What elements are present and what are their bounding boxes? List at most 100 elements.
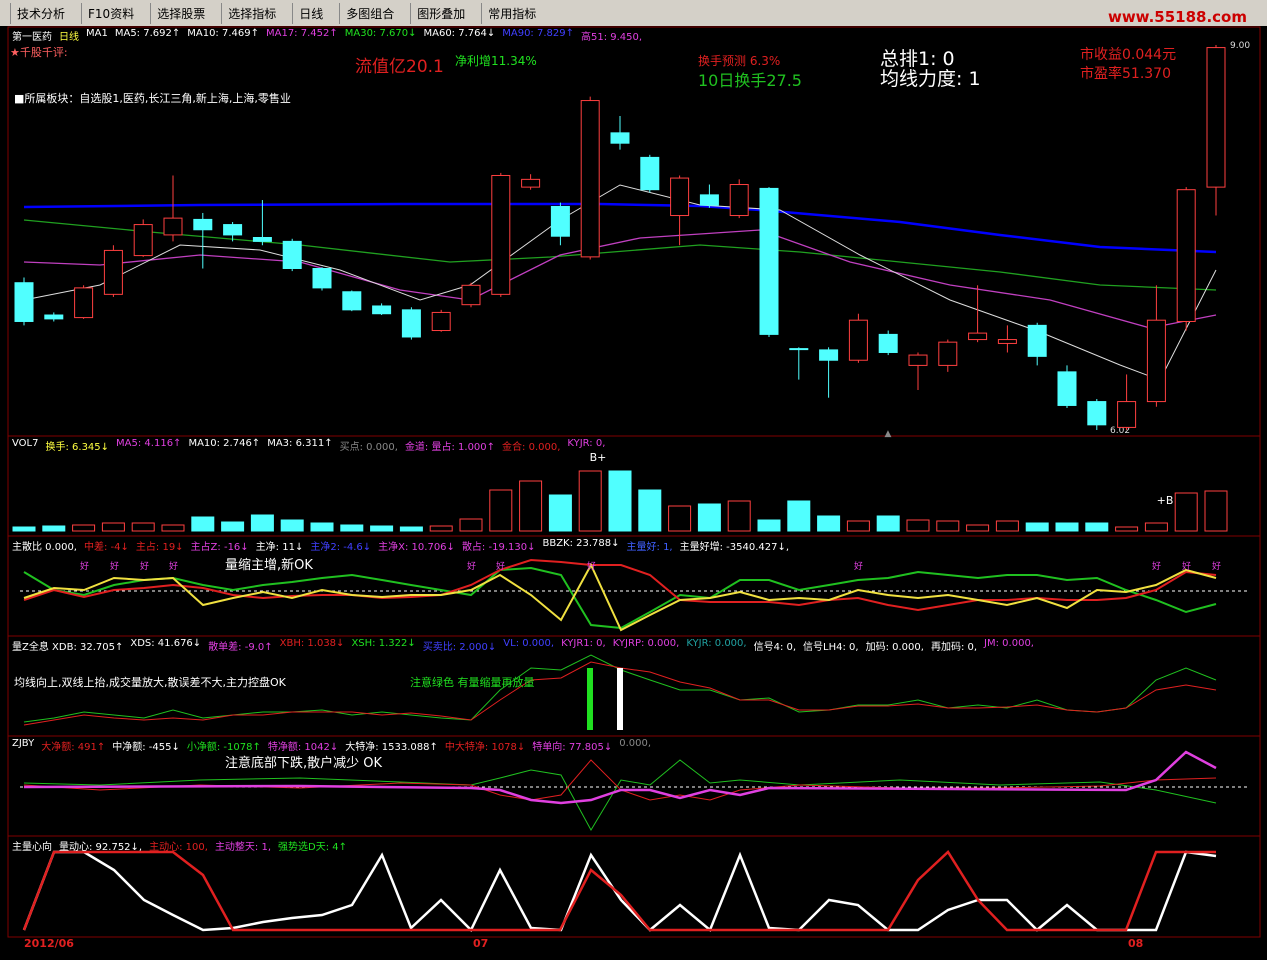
candle-body	[968, 332, 988, 341]
indicator-value: 日线	[59, 32, 79, 43]
candle-body	[1057, 371, 1077, 406]
candle-body	[312, 268, 332, 289]
toolbar: 技术分析 F10资料 选择股票 选择指标 日线 多图组合 图形叠加 常用指标	[0, 0, 1267, 26]
volume-bar	[1085, 522, 1109, 532]
indicator-value: 大特净: 1533.088↑	[345, 742, 438, 753]
indicator-value: KYJRP: 0.000,	[612, 638, 680, 649]
candle-body	[789, 348, 809, 351]
volume-bar	[72, 524, 96, 532]
indicator-value: 主动整天: 1,	[214, 842, 272, 853]
panel5-lines	[23, 750, 1217, 832]
toolbar-button[interactable]: F10资料	[81, 2, 140, 24]
indicator-value: 0.000,	[619, 738, 652, 749]
signal-tag: 好	[467, 560, 476, 572]
indicator-value: ZJBY	[12, 738, 35, 749]
indicator-value: 买点: 0.000,	[339, 442, 398, 453]
candle-body	[610, 132, 630, 144]
indicator-value: 大净额: 491↑	[41, 742, 106, 753]
indicator-value: 主量好增: -3540.427↓,	[679, 542, 790, 553]
candle-body	[670, 177, 690, 217]
candle-body	[491, 174, 511, 295]
candle-body	[103, 249, 123, 295]
signal-tag: 好	[110, 560, 119, 572]
volume-bar	[757, 519, 781, 532]
candle-body	[699, 194, 719, 206]
panel5-note: 注意底部下跌,散户减少 OK	[225, 756, 383, 771]
panel4-note: 均线向上,双线上抬,成交量放大,散误差不大,主力控盘OK	[14, 676, 286, 689]
indicator-value: 量动心: 92.752↓,	[59, 842, 143, 853]
candle-body	[431, 311, 451, 332]
indicator-value: KYJR: 0,	[567, 438, 606, 449]
candle-body	[997, 339, 1017, 344]
indicator-value: MA90: 7.829↑	[502, 28, 574, 39]
signal-tag: 好	[169, 560, 178, 572]
volume-bar	[101, 522, 125, 532]
panel3-note: 量缩主增,新OK	[225, 558, 313, 573]
candle-body	[521, 178, 541, 188]
signal-tag: 好	[140, 560, 149, 572]
candle-body	[1146, 319, 1166, 403]
volume-bar	[519, 480, 543, 532]
indicator-value: 特净额: 1042↓	[267, 742, 339, 753]
indicator-value: MA5: 4.116↑	[116, 438, 182, 449]
volume-bar	[161, 524, 185, 532]
volume-bar	[459, 518, 483, 532]
volume-bar	[846, 520, 870, 532]
volume-bar	[697, 503, 721, 532]
main-header: 第一医药 日线 MA1 MA5: 7.692↑ MA10: 7.469↑ MA17: 7.…	[12, 28, 642, 43]
indicator-value: KYJR1: 0,	[561, 638, 606, 649]
candle-body	[223, 224, 243, 236]
candle-body	[1087, 401, 1107, 426]
indicator-value: 中大特净: 1078↓	[444, 742, 526, 753]
indicator-value: VL: 0.000,	[503, 638, 555, 649]
indicator-value: 买卖比: 2.000↓	[422, 642, 497, 653]
sector: ■所属板块：自选股1,医药,长江三角,新上海,上海,零售业	[14, 92, 291, 105]
volume-bar	[638, 489, 662, 532]
signal-label: B+	[590, 451, 607, 464]
volume-bar	[191, 516, 215, 532]
toolbar-button[interactable]: 技术分析	[10, 2, 71, 24]
indicator-value: JM: 0.000,	[984, 638, 1034, 649]
candle-body	[580, 100, 600, 258]
candle-body	[729, 184, 749, 217]
turnover-10d: 10日换手27.5	[698, 71, 802, 90]
candle-body	[44, 314, 64, 320]
volume-bar	[1204, 490, 1228, 532]
volume-bar	[817, 515, 841, 532]
signal-tag: 好	[1182, 560, 1191, 572]
volume-bar	[250, 514, 274, 532]
float-value: 流值亿20.1	[355, 57, 444, 77]
candle-body	[819, 349, 839, 361]
toolbar-button[interactable]: 多图组合	[339, 2, 400, 24]
volume-bar	[1144, 522, 1168, 532]
volume-bar	[310, 522, 334, 532]
indicator-value: 金道: 量占: 1.000↑	[404, 442, 496, 453]
toolbar-button[interactable]: 选择指标	[221, 2, 282, 24]
signal-tag: 好	[587, 560, 596, 572]
toolbar-button[interactable]: 选择股票	[150, 2, 211, 24]
toolbar-button[interactable]: 图形叠加	[410, 2, 471, 24]
candle-body	[372, 305, 392, 315]
indicator-value: 高51: 9.450,	[580, 32, 643, 43]
indicator-value: MA30: 7.670↓	[344, 28, 417, 39]
volume-bar	[727, 500, 751, 532]
ma-strength: 均线力度: 1	[880, 68, 981, 90]
candle-body	[193, 218, 213, 231]
indicator-value: 主净X: 10.706↓	[378, 542, 455, 553]
indicator-value: 信号4: 0,	[753, 642, 797, 653]
indicator-value: 散单差: -9.0↑	[208, 642, 273, 653]
indicator-value: 强势选D天: 4↑	[278, 842, 348, 853]
indicator-value: 主净2: -4.6↓	[310, 542, 372, 553]
candle-body	[848, 319, 868, 361]
panel4-header: 量Z全息 XDB: 32.705↑ XDS: 41.676↓ 散单差: -9.0↑ X…	[12, 638, 1034, 653]
indicator-value: 加码: 0.000,	[865, 642, 924, 653]
volume-bar	[42, 525, 66, 532]
indicator-value: 第一医药	[12, 32, 52, 43]
candle-body	[282, 240, 302, 270]
volume-bar	[787, 500, 811, 532]
volume-bar	[340, 524, 364, 532]
toolbar-button[interactable]: 常用指标	[481, 2, 542, 24]
indicator-value: 主量好: 1,	[626, 542, 673, 553]
toolbar-button[interactable]: 日线	[292, 2, 329, 24]
